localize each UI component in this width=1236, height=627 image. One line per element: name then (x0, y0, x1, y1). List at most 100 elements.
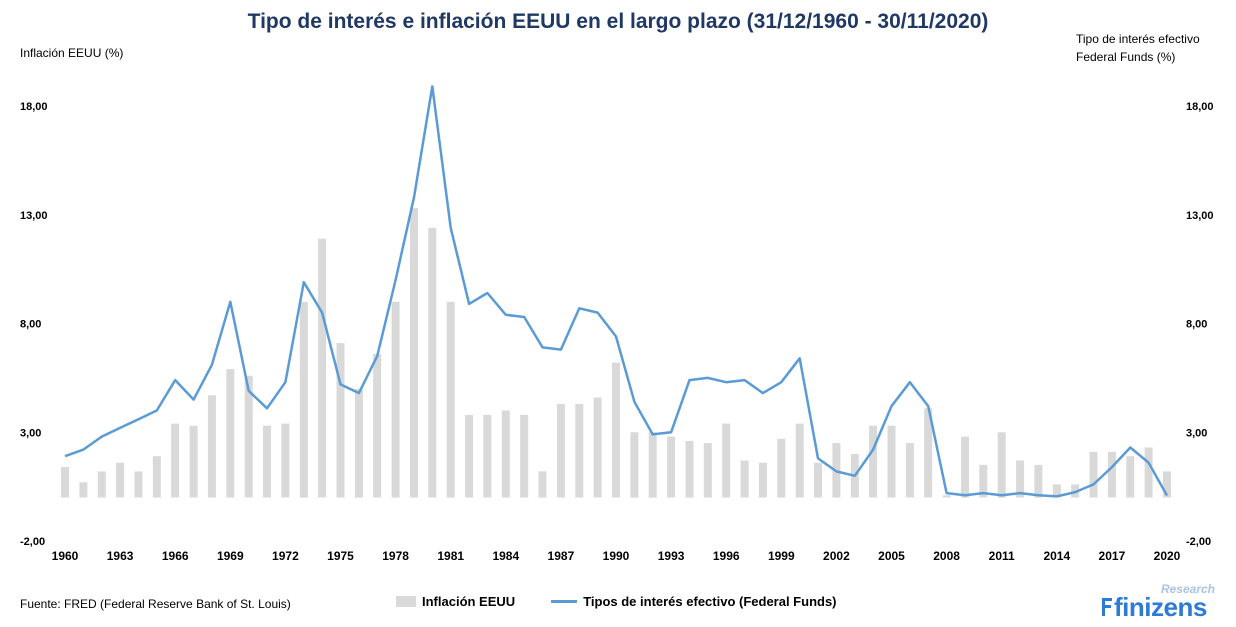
bar-1981 (446, 301, 455, 498)
x-tick-label: 1987 (548, 549, 575, 563)
bar-1993 (667, 436, 676, 498)
legend: Inflación EEUU Tipos de interés efectivo… (396, 594, 837, 609)
bar-1986 (538, 471, 547, 498)
bar-2001 (814, 462, 822, 498)
x-tick-label: 1963 (107, 549, 134, 563)
bar-1989 (593, 397, 602, 498)
bar-1979 (410, 208, 418, 498)
left-y-tick-label: 18,00 (20, 101, 48, 113)
bar-1980 (428, 227, 437, 498)
bar-1997 (740, 460, 749, 498)
bar-2006 (905, 443, 914, 498)
bar-1975 (336, 343, 345, 498)
bar-1961 (79, 482, 88, 498)
finizens-mark-icon (1102, 598, 1112, 616)
legend-bar-swatch (396, 596, 416, 607)
bar-1991 (630, 432, 639, 498)
x-tick-label: 2005 (878, 549, 905, 563)
logo-brand-text: finizens (1114, 592, 1207, 622)
bar-2010 (979, 464, 988, 498)
x-tick-label: 2020 (1154, 549, 1181, 563)
bar-2000 (795, 423, 804, 498)
right-axis-label-line2: Federal Funds (%) (1076, 50, 1176, 64)
right-axis-label-line1: Tipo de interés efectivo (1076, 32, 1200, 46)
bar-1963 (116, 462, 125, 498)
x-tick-label: 1966 (162, 549, 189, 563)
bar-1968 (207, 395, 216, 498)
bar-1965 (152, 456, 161, 498)
bar-1969 (226, 369, 235, 498)
x-tick-label: 2011 (989, 549, 1015, 563)
x-tick-label: 1969 (217, 549, 244, 563)
x-tick-label: 1978 (382, 549, 409, 563)
bar-1984 (501, 410, 510, 498)
bar-1985 (520, 414, 529, 498)
x-tick-label: 2017 (1099, 549, 1126, 563)
bar-1988 (575, 404, 584, 498)
legend-line-swatch (551, 600, 578, 603)
bar-2014 (1052, 484, 1061, 498)
left-y-tick-label: 8,00 (20, 319, 41, 331)
bar-2016 (1089, 451, 1098, 498)
bar-1973 (299, 301, 308, 498)
bar-1990 (612, 362, 620, 498)
bar-1998 (758, 462, 767, 498)
x-tick-label: 2014 (1043, 549, 1070, 563)
bar-1999 (777, 438, 786, 498)
bar-2018 (1126, 456, 1135, 498)
x-tick-label: 1972 (272, 549, 299, 563)
bar-2017 (1107, 451, 1116, 498)
bar-1964 (134, 471, 143, 498)
left-y-tick-label: -2,00 (20, 536, 45, 548)
bar-2011 (997, 432, 1006, 498)
line-federal-funds (64, 85, 1169, 498)
left-y-tick-label: 13,00 (20, 210, 48, 222)
x-tick-label: 2002 (823, 549, 850, 563)
x-tick-label: 1999 (768, 549, 795, 563)
finizens-logo: Research finizens (1098, 580, 1223, 622)
logo-research-text: Research (1160, 582, 1215, 596)
bar-2012 (1016, 460, 1025, 498)
right-y-tick-label: 3,00 (1186, 427, 1207, 439)
bar-2007 (924, 408, 933, 498)
right-y-tick-label: 18,00 (1186, 101, 1214, 113)
right-axis-label: Tipo de interés efectivo Federal Funds (… (1076, 30, 1200, 66)
right-y-tick-label: 8,00 (1186, 319, 1207, 331)
x-tick-label: 1984 (492, 549, 519, 563)
x-tick-label: 2008 (933, 549, 960, 563)
bar-2013 (1034, 464, 1043, 498)
bar-1962 (97, 471, 106, 498)
bar-1995 (703, 443, 712, 498)
left-axis-label: Inflación EEUU (%) (20, 46, 124, 60)
chart-title: Tipo de interés e inflación EEUU en el l… (247, 10, 989, 33)
bar-2004 (869, 425, 878, 498)
bar-1966 (171, 423, 180, 498)
right-y-tick-label: 13,00 (1186, 210, 1214, 222)
bar-1976 (354, 388, 363, 498)
bar-1983 (483, 414, 492, 498)
bar-1987 (556, 404, 565, 498)
bar-1978 (391, 301, 400, 498)
bar-1996 (722, 423, 731, 498)
source-note: Fuente: FRED (Federal Reserve Bank of St… (20, 597, 291, 611)
bar-1970 (244, 375, 253, 498)
bar-1974 (318, 238, 327, 498)
bar-2008 (942, 495, 951, 498)
legend-line-label: Tipos de interés efectivo (Federal Funds… (583, 594, 837, 609)
x-tick-label: 1975 (327, 549, 354, 563)
bar-1982 (465, 414, 474, 498)
legend-bar-label: Inflación EEUU (422, 594, 516, 609)
x-tick-label: 1993 (658, 549, 685, 563)
bar-1971 (263, 425, 271, 498)
bar-1994 (685, 440, 694, 498)
bar-1972 (281, 423, 290, 498)
x-tick-label: 1981 (437, 549, 464, 563)
bar-1960 (61, 467, 69, 498)
bar-2019 (1144, 447, 1153, 498)
left-y-tick-label: 3,00 (20, 427, 41, 439)
bar-2020 (1163, 471, 1171, 498)
bar-2005 (887, 425, 896, 498)
x-tick-label: 1960 (52, 549, 79, 563)
x-tick-label: 1990 (603, 549, 630, 563)
